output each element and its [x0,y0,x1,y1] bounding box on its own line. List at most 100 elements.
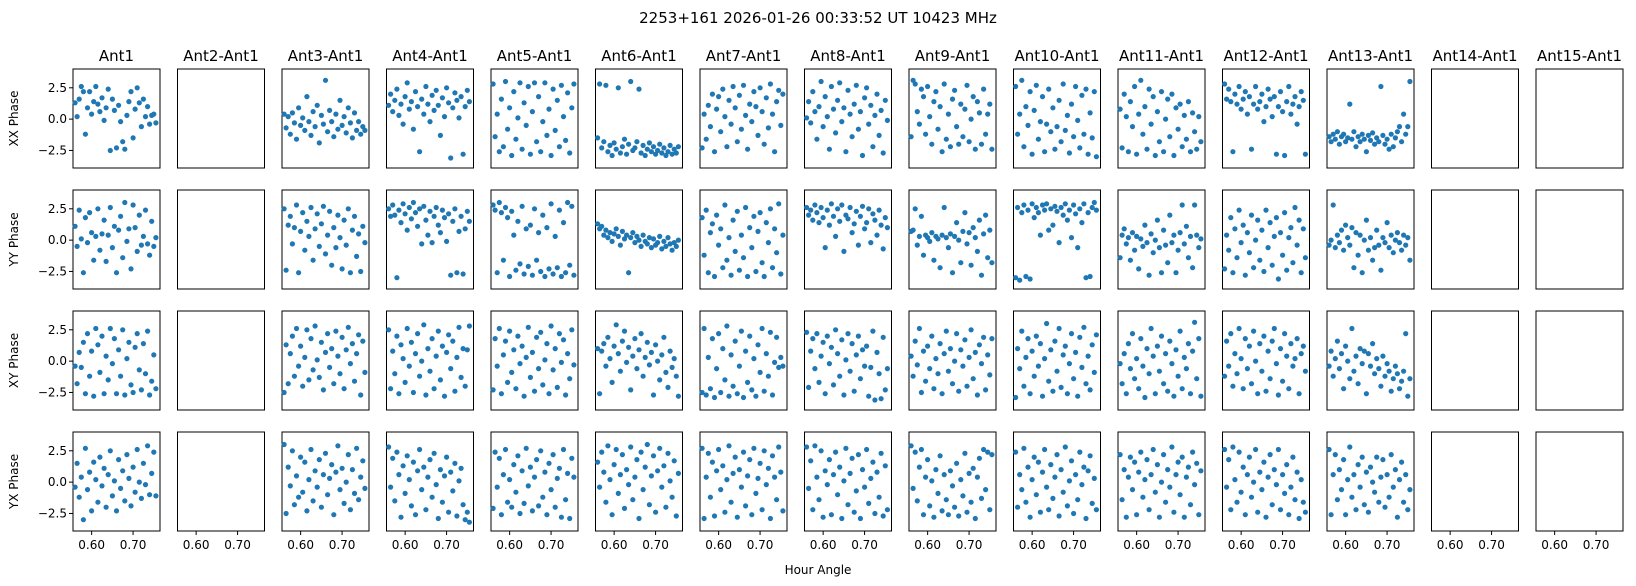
data-point [1154,462,1160,468]
data-point [1253,446,1259,453]
panel-ant7-ant1-yy-phase [699,189,788,290]
x-tick-label: 0.70 [433,538,460,552]
data-point [833,130,839,136]
data-point [814,331,820,337]
data-point [983,387,989,393]
data-point [1288,225,1294,231]
data-point [1142,104,1148,110]
data-point [97,247,103,253]
data-point [490,387,496,393]
data-point [772,226,778,232]
data-point [1253,237,1259,243]
data-point [1081,324,1087,330]
data-point [439,343,445,349]
data-point [734,139,740,145]
data-point [1355,134,1361,140]
column-title-ant11-ant1: Ant11-Ant1 [1119,47,1204,65]
data-point [1123,241,1129,247]
data-point [153,235,159,241]
data-point [759,325,765,332]
data-point [707,230,714,236]
data-point [617,368,624,374]
data-point [310,109,316,115]
data-point [1013,275,1019,281]
data-point [960,363,966,369]
data-point [1169,361,1175,367]
y-tick-label: −2.5 [38,143,67,157]
data-point [632,240,638,246]
data-point [1158,479,1165,485]
axes-frame [908,68,997,169]
data-point [1192,202,1198,208]
data-point [333,111,339,117]
data-point [390,348,396,354]
data-point [1222,266,1228,272]
data-point [105,472,111,478]
data-point [1328,139,1334,145]
data-point [1025,207,1031,213]
data-point [331,512,337,518]
data-point [1121,467,1127,473]
column-title-ant10-ant1: Ant10-Ant1 [1014,47,1099,65]
data-point [1286,235,1292,241]
data-point [628,78,634,85]
data-point [724,144,730,150]
data-point [1351,472,1357,478]
data-point [1173,270,1179,276]
data-point [947,231,954,237]
data-point [1367,137,1374,143]
data-point [1292,356,1298,362]
data-point [1341,131,1347,137]
data-point [943,235,949,241]
data-point [1290,454,1296,460]
data-point [872,217,878,223]
data-point [636,86,642,92]
data-point [134,85,140,91]
data-point [521,100,527,106]
data-point [914,109,920,115]
data-point [509,152,515,159]
data-point [1328,348,1334,354]
data-point [1050,222,1056,228]
data-point [1119,381,1125,387]
data-point [1265,348,1271,354]
data-point [663,152,669,159]
data-point [1035,136,1041,142]
data-point [87,373,93,379]
data-point [128,382,134,388]
data-point [732,338,738,344]
data-point [431,386,437,392]
data-point [1127,257,1133,263]
data-point [1353,353,1359,359]
data-point [1134,151,1140,157]
data-point [1033,204,1039,211]
data-point [109,96,115,102]
data-point [619,144,626,150]
data-point [763,95,769,101]
data-point [349,135,355,141]
data-point [354,445,360,451]
data-point [774,334,780,340]
data-point [738,126,745,132]
column-title-ant6-ant1: Ant6-Ant1 [601,47,676,65]
data-point [517,80,523,86]
data-point [153,120,159,126]
data-point [709,221,716,227]
data-point [490,505,496,511]
data-point [839,119,845,125]
data-point [140,233,146,239]
data-point [716,94,722,100]
data-point [1093,154,1099,160]
data-point [536,94,542,100]
data-point [1365,132,1371,138]
data-point [1132,459,1138,465]
data-point [542,273,548,280]
data-point [534,257,540,263]
data-point [536,230,542,236]
data-point [1228,331,1234,337]
data-point [1277,507,1284,513]
data-point [427,457,433,463]
data-point [638,243,644,249]
data-point [556,144,563,150]
data-point [661,145,667,151]
